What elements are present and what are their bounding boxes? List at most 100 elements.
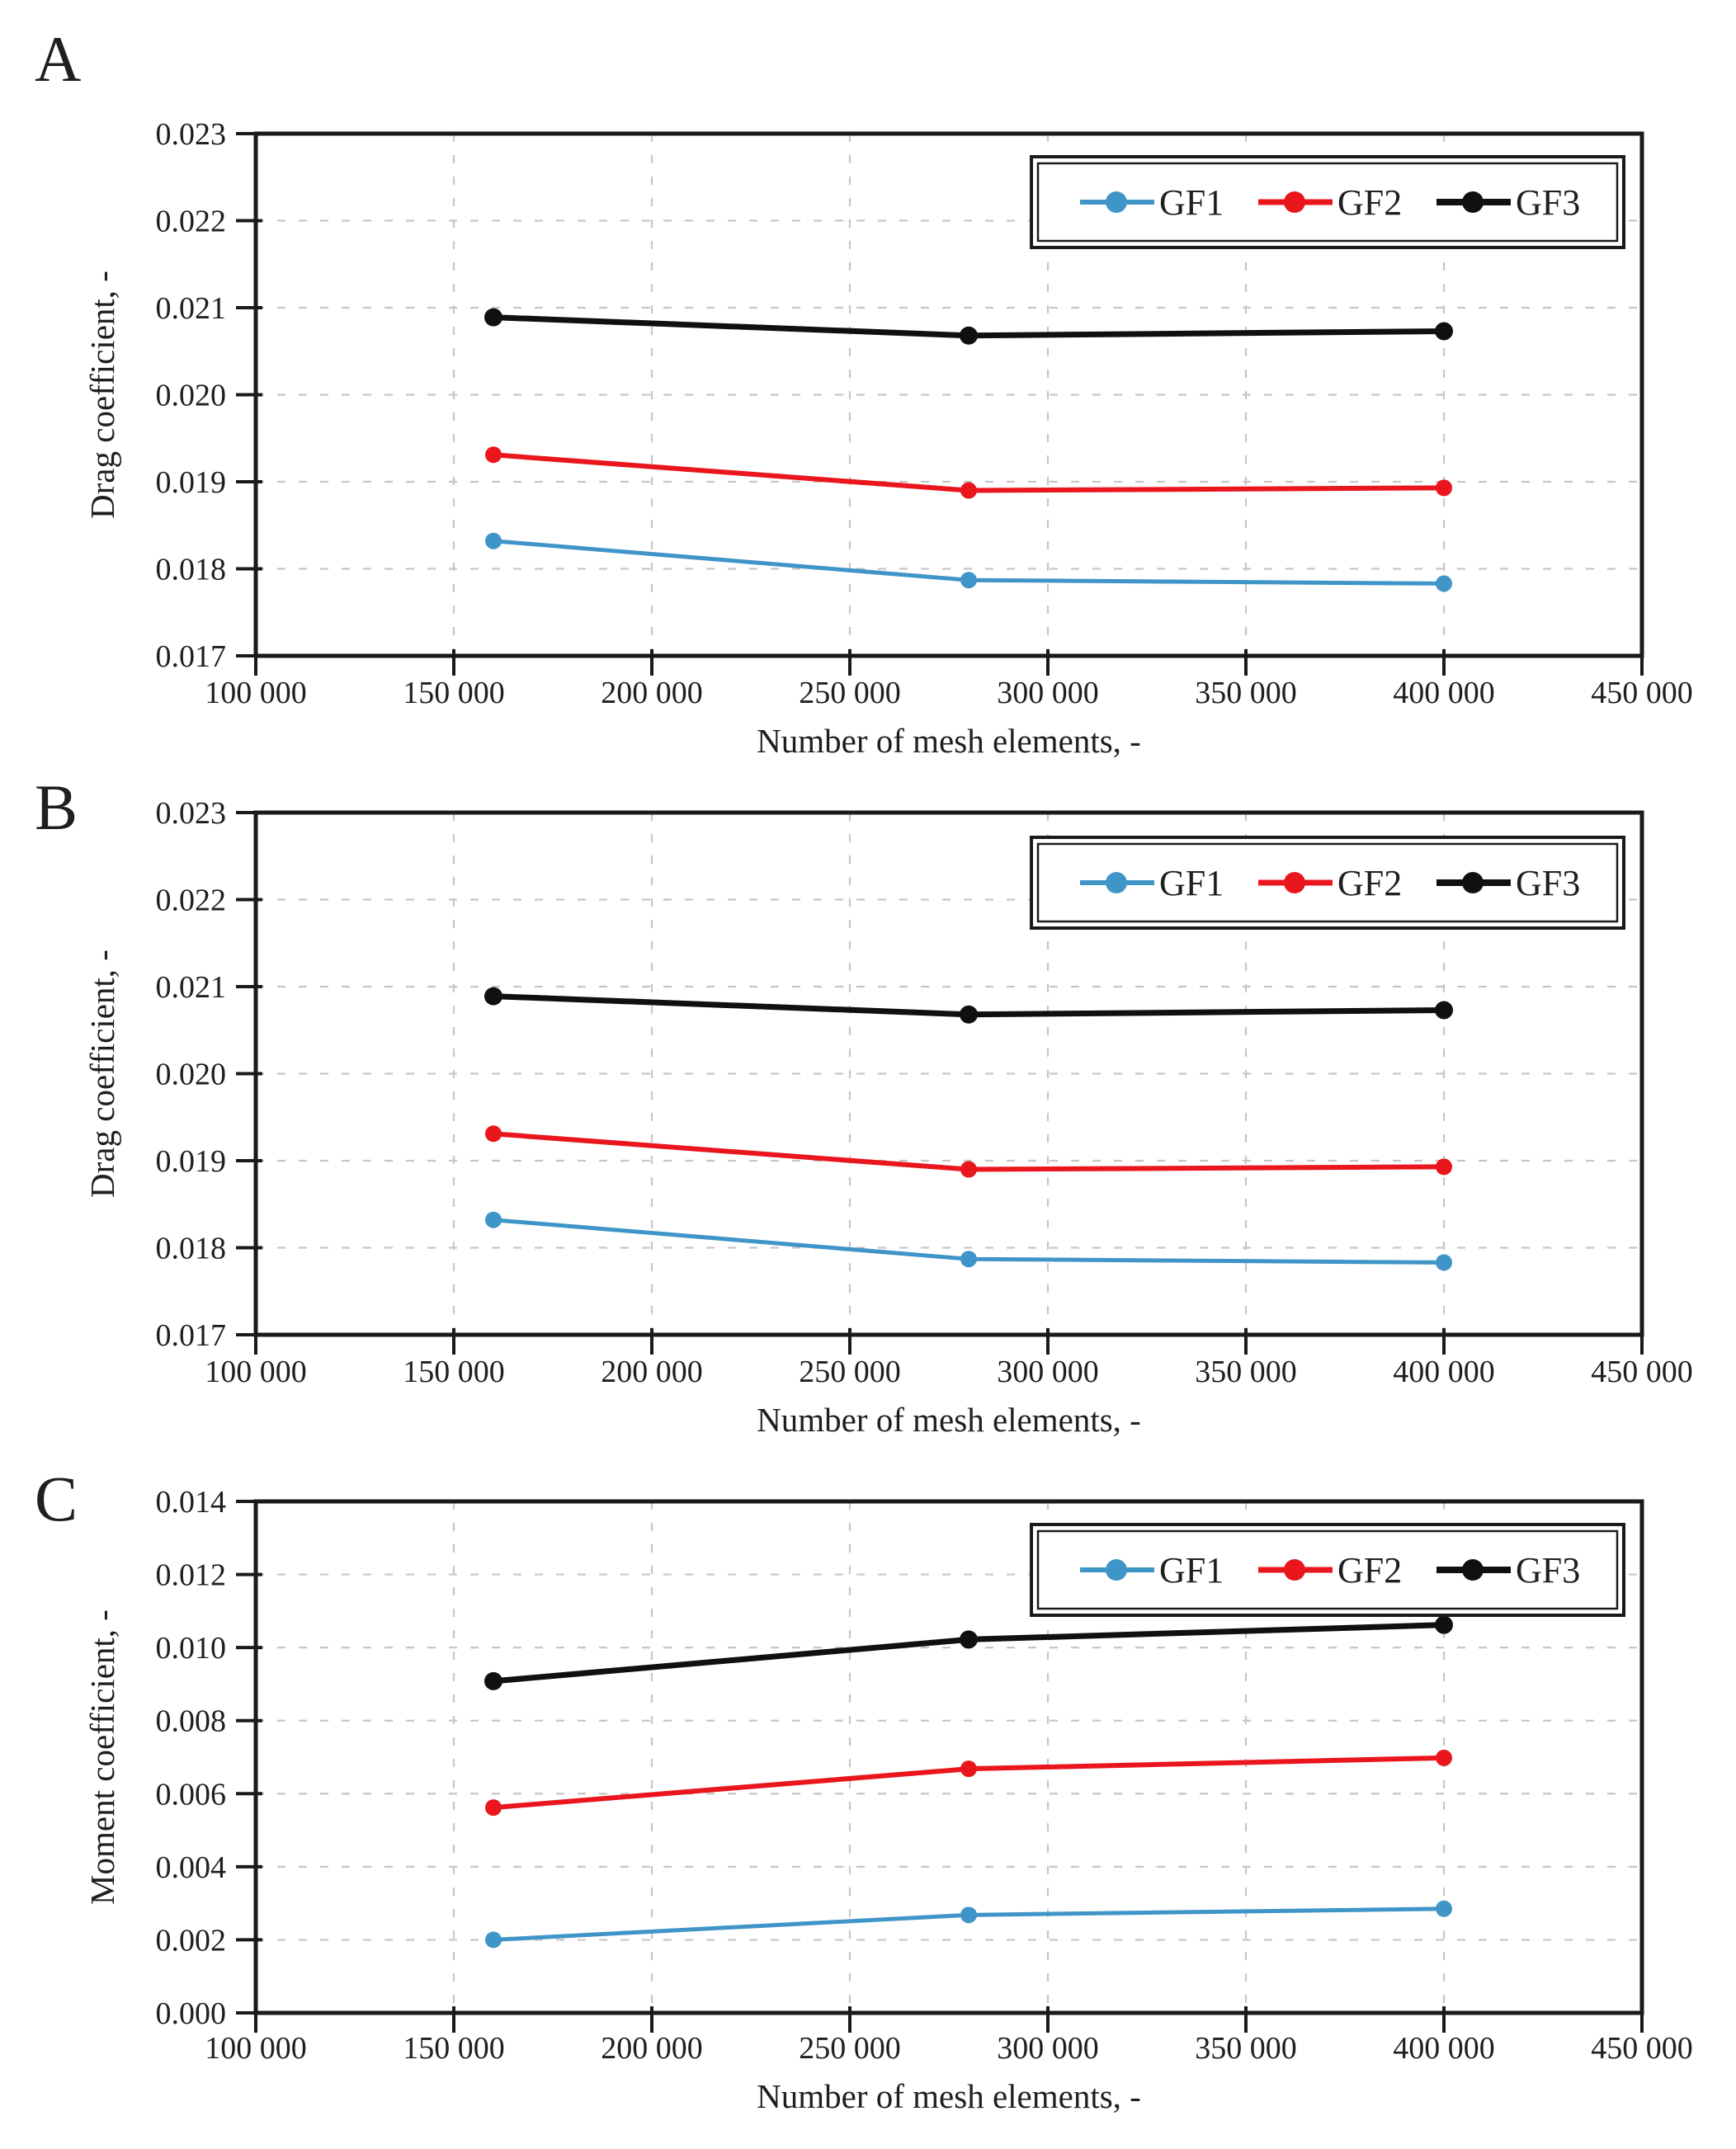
x-axis-title: Number of mesh elements, -	[757, 2077, 1141, 2115]
legend-gf3-label: GF3	[1516, 1550, 1580, 1591]
series-gf2-point	[485, 446, 502, 464]
series-gf1-point	[1436, 1900, 1452, 1917]
series-gf2-point	[960, 1161, 977, 1178]
chart-b-drag-coefficient: 100 000 150 000 200 000 250 000 300 000 350 0…	[35, 771, 1693, 1439]
legend-gf3-marker-dot	[1462, 191, 1484, 213]
series-gf2-point	[1436, 1158, 1452, 1176]
x-tick-label: 200 000	[601, 1355, 703, 1389]
x-tick-label: 400 000	[1393, 676, 1495, 710]
panel-b: 100 000 150 000 200 000 250 000 300 000 350 0…	[0, 767, 1736, 1452]
legend-box-inner	[1036, 162, 1619, 243]
y-tick-label: 0.023	[156, 117, 227, 152]
series-gf2-point	[960, 482, 977, 499]
panel-label: A	[35, 23, 81, 95]
legend-gf2-marker-dot	[1284, 1559, 1305, 1581]
legend-gf1-label: GF1	[1159, 1550, 1224, 1591]
chart-c-moment-coefficient: 100 000 150 000 200 000 250 000 300 000 350 0…	[35, 1463, 1693, 2115]
x-tick-label: 300 000	[997, 676, 1099, 710]
y-axis-title: Drag coefficient, -	[83, 950, 121, 1198]
x-tick-label: 250 000	[799, 676, 901, 710]
y-tick-label: 0.006	[156, 1777, 227, 1812]
legend-gf3-marker-dot	[1462, 1559, 1484, 1581]
y-tick-label: 0.018	[156, 553, 227, 587]
y-tick-label: 0.008	[156, 1704, 227, 1739]
x-tick-label: 450 000	[1591, 2031, 1693, 2066]
y-tick-label: 0.019	[156, 1144, 227, 1179]
legend-gf3-label: GF3	[1516, 863, 1580, 903]
series-gf1-point	[485, 1931, 502, 1949]
x-tick-label: 100 000	[205, 1355, 307, 1389]
x-tick-label: 100 000	[205, 2031, 307, 2066]
x-tick-label: 250 000	[799, 2031, 901, 2066]
panel-a: 100 000 150 000 200 000 250 000 300 000 350 0…	[0, 0, 1736, 767]
y-tick-label: 0.020	[156, 1058, 227, 1092]
chart-a-drag-coefficient: 100 000 150 000 200 000 250 000 300 000 350 0…	[35, 23, 1693, 760]
series-gf1-point	[960, 1906, 977, 1924]
series-gf3-point	[484, 308, 502, 327]
series-gf3-point	[484, 987, 502, 1006]
x-tick-label: 350 000	[1195, 2031, 1297, 2066]
legend-gf2-label: GF2	[1337, 1550, 1402, 1591]
series-gf2-point	[485, 1125, 502, 1143]
plot-frame	[253, 1499, 1644, 2015]
x-tick-label: 150 000	[403, 1355, 505, 1389]
x-axis-title: Number of mesh elements, -	[757, 722, 1141, 760]
x-tick-label: 200 000	[601, 2031, 703, 2066]
y-tick-label: 0.022	[156, 884, 227, 918]
series-gf2-point	[960, 1760, 977, 1778]
x-axis-title: Number of mesh elements, -	[757, 1401, 1141, 1439]
x-tick-label: 150 000	[403, 2031, 505, 2066]
series-gf3-point	[960, 326, 978, 345]
x-tick-label: 400 000	[1393, 1355, 1495, 1389]
y-tick-label: 0.018	[156, 1232, 227, 1266]
series-gf2-point	[1436, 479, 1452, 497]
y-axis-title: Moment coefficient, -	[83, 1609, 121, 1905]
y-tick-label: 0.010	[156, 1631, 227, 1666]
series-gf3-point	[1435, 322, 1453, 341]
legend-gf2-label: GF2	[1337, 182, 1402, 223]
series-gf1-point	[485, 1211, 502, 1228]
legend-gf2-label: GF2	[1337, 863, 1402, 903]
legend-gf1-marker-dot	[1106, 1559, 1127, 1581]
x-tick-label: 350 000	[1195, 1355, 1297, 1389]
y-tick-label: 0.021	[156, 970, 227, 1005]
panel-c: 100 000 150 000 200 000 250 000 300 000 350 0…	[0, 1452, 1736, 2149]
y-tick-label: 0.020	[156, 379, 227, 413]
legend-box-inner	[1036, 1529, 1619, 1610]
legend-gf1-label: GF1	[1159, 182, 1224, 223]
legend-gf1-label: GF1	[1159, 863, 1224, 903]
x-tick-label: 300 000	[997, 1355, 1099, 1389]
y-tick-label: 0.002	[156, 1923, 227, 1958]
legend-box-inner	[1036, 842, 1619, 923]
x-tick-label: 300 000	[997, 2031, 1099, 2066]
x-tick-label: 200 000	[601, 676, 703, 710]
y-tick-label: 0.017	[156, 1318, 227, 1353]
x-tick-label: 100 000	[205, 676, 307, 710]
x-tick-label: 450 000	[1591, 676, 1693, 710]
series-gf1-point	[1436, 575, 1452, 592]
series-gf1-point	[960, 1251, 977, 1268]
legend-gf2-marker-dot	[1284, 872, 1305, 893]
series-gf2-point	[1436, 1749, 1452, 1766]
series-gf3-point	[484, 1671, 502, 1690]
x-tick-label: 450 000	[1591, 1355, 1693, 1389]
y-tick-label: 0.021	[156, 291, 227, 326]
series-gf1-point	[1436, 1254, 1452, 1271]
legend-gf3-label: GF3	[1516, 182, 1580, 223]
series-gf3-point	[1435, 1001, 1453, 1020]
series-gf2-point	[485, 1799, 502, 1817]
legend-gf3-marker-dot	[1462, 872, 1484, 893]
y-tick-label: 0.000	[156, 1996, 227, 2031]
panel-label: B	[35, 771, 78, 843]
x-tick-label: 350 000	[1195, 676, 1297, 710]
y-axis-title: Drag coefficient, -	[83, 271, 121, 519]
x-tick-label: 150 000	[403, 676, 505, 710]
y-tick-label: 0.004	[156, 1850, 227, 1885]
y-tick-label: 0.022	[156, 205, 227, 239]
y-tick-label: 0.023	[156, 796, 227, 831]
series-gf3-point	[960, 1630, 978, 1649]
series-gf1-point	[485, 532, 502, 549]
legend-gf1-marker-dot	[1106, 191, 1127, 213]
y-tick-label: 0.019	[156, 465, 227, 500]
